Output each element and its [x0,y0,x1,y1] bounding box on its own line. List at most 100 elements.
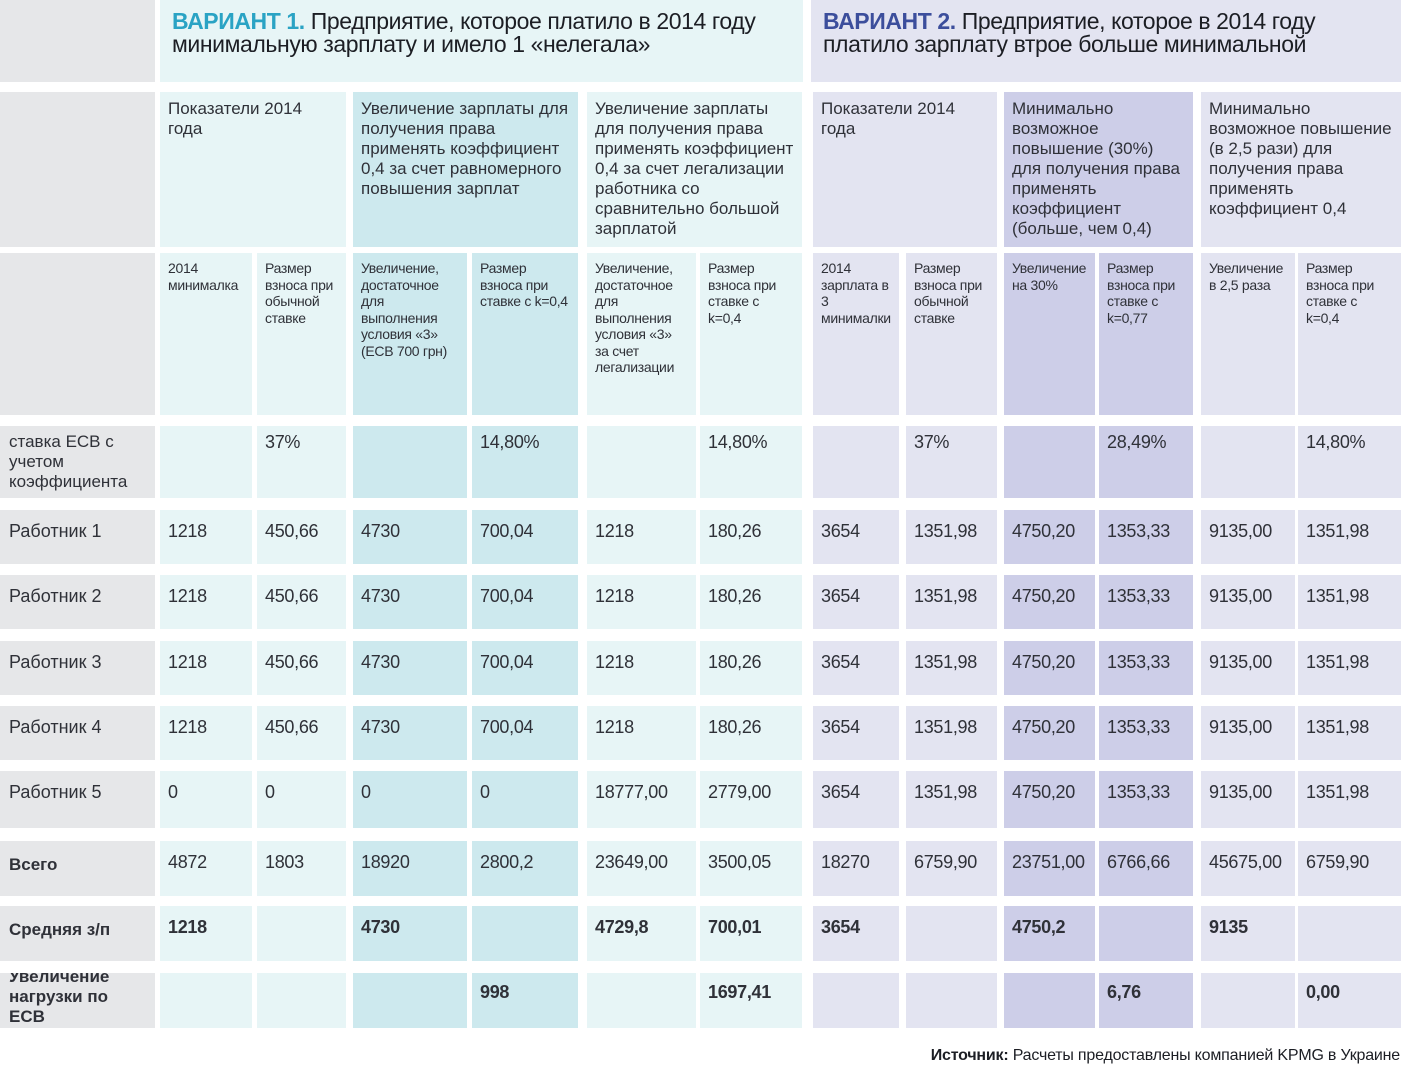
table-cell: 1353,33 [1099,575,1193,629]
group-header-spacer [0,92,155,247]
table-cell [587,973,696,1028]
table-cell [906,906,997,961]
table-cell: 9135,00 [1201,575,1295,629]
table-cell: 1351,98 [1298,575,1401,629]
table-cell: 1697,41 [700,973,802,1028]
subheader-spacer [0,253,155,415]
table-cell: 14,80% [700,426,802,498]
table-cell [353,426,467,498]
table-cell [813,426,899,498]
column-header: Увеличение в 2,5 раза [1201,253,1295,415]
title-variant-1: ВАРИАНТ 1. Предприятие, которое платило … [160,0,803,82]
table-cell: 1351,98 [1298,510,1401,564]
table-cell: 700,04 [472,641,578,695]
table-cell: 4729,8 [587,906,696,961]
table-cell: 3654 [813,641,899,695]
table-cell [472,906,578,961]
title-variant-2: ВАРИАНТ 2. Предприятие, которое в 2014 г… [811,0,1401,82]
table-cell: 1351,98 [1298,706,1401,760]
table-cell: 2800,2 [472,841,578,896]
column-header: Размер взноса при обычной ставке [906,253,997,415]
table-cell [257,906,346,961]
table-cell: 6759,90 [906,841,997,896]
table-cell: 14,80% [472,426,578,498]
table-cell [587,426,696,498]
table-cell: 180,26 [700,510,802,564]
table-cell [1004,426,1095,498]
group-header: Минимально возможное повышение (в 2,5 ра… [1201,92,1401,247]
table-cell: 1218 [587,575,696,629]
group-header: Показатели 2014 года [813,92,997,247]
table-cell: 45675,00 [1201,841,1295,896]
column-header: Размер взноса при ставке с k=0,4 [472,253,578,415]
group-header: Увеличение зарплаты для получения права … [587,92,802,247]
table-cell: 3654 [813,771,899,828]
table-cell: 6766,66 [1099,841,1193,896]
row-label: ставка ЕСВ с учетом коэффициента [0,426,155,498]
table-cell: 700,04 [472,510,578,564]
table-cell: 1351,98 [906,510,997,564]
row-label: Увеличение нагрузки по ЕСВ [0,973,155,1028]
table-cell: 998 [472,973,578,1028]
table-cell: 4730 [353,906,467,961]
table-cell: 700,04 [472,706,578,760]
table-cell: 4872 [160,841,252,896]
table-cell [160,973,252,1028]
source-text: Расчеты предоставлены компанией KPMG в У… [1008,1047,1401,1064]
table-cell: 1353,33 [1099,706,1193,760]
table-cell: 180,26 [700,706,802,760]
table-cell: 3654 [813,906,899,961]
table-cell: 4730 [353,510,467,564]
table-cell [1298,906,1401,961]
table-cell [1201,426,1295,498]
table-cell: 4750,2 [1004,906,1095,961]
table-cell: 4750,20 [1004,771,1095,828]
table-cell: 4730 [353,641,467,695]
table-cell: 9135,00 [1201,771,1295,828]
source-note: Источник: Расчеты предоставлены компание… [931,1047,1400,1065]
table-cell: 1351,98 [906,706,997,760]
table-cell: 18777,00 [587,771,696,828]
table-cell: 9135 [1201,906,1295,961]
table-cell: 450,66 [257,641,346,695]
table-cell: 450,66 [257,510,346,564]
row-label: Работник 1 [0,510,155,564]
column-header: 2014 зарплата в 3 минималки [813,253,899,415]
table-cell: 1218 [587,641,696,695]
source-lead: Источник: [930,1047,1009,1064]
table-cell: 180,26 [700,641,802,695]
row-label: Работник 4 [0,706,155,760]
table-cell: 37% [906,426,997,498]
column-header: Размер взноса при обычной ставке [257,253,346,415]
table-cell: 14,80% [1298,426,1401,498]
table-cell: 28,49% [1099,426,1193,498]
table-cell: 0 [160,771,252,828]
column-header: Размер взноса при ставке с k=0,4 [1298,253,1401,415]
column-header: Увеличение, достаточное для выполнения у… [353,253,467,415]
table-cell [160,426,252,498]
table-cell: 4750,20 [1004,575,1095,629]
table-cell: 3500,05 [700,841,802,896]
table-cell: 4730 [353,706,467,760]
table-cell: 4750,20 [1004,706,1095,760]
table-cell: 4730 [353,575,467,629]
table-cell: 6,76 [1099,973,1193,1028]
table-cell: 18270 [813,841,899,896]
table-cell: 700,04 [472,575,578,629]
table-cell: 1353,33 [1099,641,1193,695]
title-left-spacer [0,0,155,82]
table-cell: 23751,00 [1004,841,1095,896]
table-cell [257,973,346,1028]
table-cell: 23649,00 [587,841,696,896]
table-cell: 9135,00 [1201,706,1295,760]
table-cell: 1351,98 [906,641,997,695]
table-cell: 1351,98 [1298,771,1401,828]
table-cell: 3654 [813,510,899,564]
group-header: Показатели 2014 года [160,92,346,247]
table-cell: 2779,00 [700,771,802,828]
table-cell [906,973,997,1028]
title-variant-1-text: Предприятие, которое платило в 2014 году… [172,8,756,58]
table-cell: 1218 [160,706,252,760]
title-variant-1-lead: ВАРИАНТ 1. [172,8,305,34]
table-cell: 1218 [160,906,252,961]
